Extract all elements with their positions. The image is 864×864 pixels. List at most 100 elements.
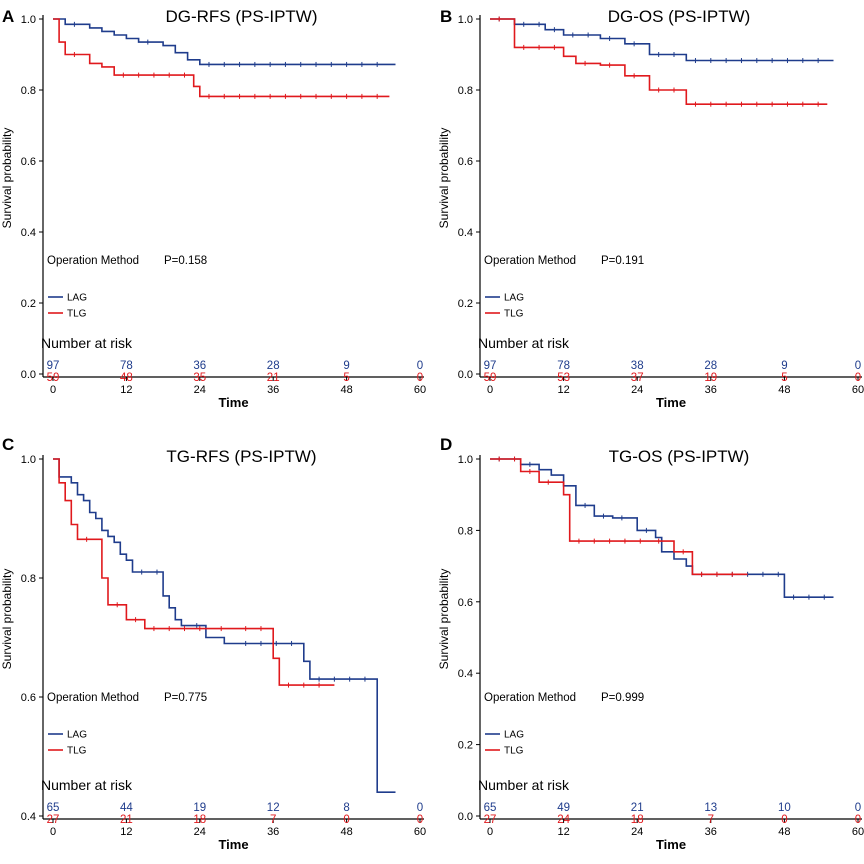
km-panel-d: DTG-OS (PS-IPTW)0.00.20.40.60.81.00 12 24 3… <box>437 435 864 852</box>
chart-title: DG-RFS (PS-IPTW) <box>165 7 317 26</box>
risk-count-lag: 49 <box>557 802 570 814</box>
risk-count-tlg: 0 <box>855 372 861 384</box>
legend-label: LAG <box>67 730 87 741</box>
y-tick-label: 0.4 <box>21 811 36 823</box>
x-axis-title: Time <box>218 837 248 852</box>
risk-table-title: Number at risk <box>41 777 133 793</box>
y-tick-label: 0.2 <box>21 298 36 310</box>
y-axis-title: Survival probability <box>437 128 451 229</box>
risk-count-lag: 8 <box>343 802 349 814</box>
risk-count-lag: 12 <box>267 802 280 814</box>
risk-table-title: Number at risk <box>478 335 570 351</box>
km-curve-lag <box>490 18 834 62</box>
risk-count-tlg: 27 <box>47 814 60 826</box>
risk-count-tlg: 59 <box>484 372 497 384</box>
x-tick-label: 0 <box>487 384 493 396</box>
risk-count-tlg: 27 <box>484 814 497 826</box>
y-tick-label: 0.8 <box>458 85 473 97</box>
x-tick-label: 60 <box>852 826 864 838</box>
km-panel-b: B DG-OS (PS-IPTW)0.00.20.40.60.81.00 12 24 3… <box>437 7 864 410</box>
y-tick-label: 0.0 <box>458 369 473 381</box>
risk-count-tlg: 5 <box>781 372 787 384</box>
risk-count-tlg: 0 <box>417 372 423 384</box>
risk-count-tlg: 0 <box>781 814 787 826</box>
x-axis-title: Time <box>656 837 686 852</box>
y-tick-label: 0.6 <box>458 156 473 168</box>
x-axis-title: Time <box>218 395 248 410</box>
risk-count-lag: 21 <box>631 802 644 814</box>
y-tick-label: 0.8 <box>21 85 36 97</box>
x-tick-label: 0 <box>50 826 56 838</box>
risk-count-tlg: 21 <box>267 372 280 384</box>
risk-count-tlg: 37 <box>631 372 644 384</box>
x-tick-label: 48 <box>340 826 352 838</box>
y-tick-label: 0.8 <box>21 573 36 585</box>
x-tick-label: 36 <box>705 826 717 838</box>
y-tick-label: 1.0 <box>458 14 473 26</box>
x-tick-label: 12 <box>120 384 132 396</box>
x-tick-label: 0 <box>50 384 56 396</box>
legend-title: Operation Method <box>484 692 576 704</box>
x-tick-label: 24 <box>631 826 643 838</box>
legend-title: Operation Method <box>47 692 139 704</box>
panel-letter: D <box>440 435 452 454</box>
risk-table-title: Number at risk <box>478 777 570 793</box>
risk-count-lag: 0 <box>855 802 861 814</box>
risk-count-tlg: 18 <box>631 814 644 826</box>
risk-count-lag: 97 <box>484 360 497 372</box>
risk-count-tlg: 0 <box>417 814 423 826</box>
y-tick-label: 0.6 <box>21 692 36 704</box>
km-curve-lag <box>53 458 396 793</box>
risk-count-lag: 78 <box>120 360 133 372</box>
risk-count-tlg: 0 <box>855 814 861 826</box>
km-panel-c: C TG-RFS (PS-IPTW) 0.4 0.6 0.8 1.0 0 12 24 36 48 60… <box>0 435 426 852</box>
risk-count-tlg: 53 <box>557 372 570 384</box>
risk-count-lag: 28 <box>267 360 280 372</box>
x-tick-label: 36 <box>705 384 717 396</box>
panel-letter: B <box>440 7 452 26</box>
x-tick-label: 60 <box>414 384 426 396</box>
p-value: P=0.191 <box>601 255 644 267</box>
x-tick-label: 12 <box>120 826 132 838</box>
x-tick-label: 12 <box>557 384 569 396</box>
risk-count-lag: 13 <box>704 802 717 814</box>
x-tick-label: 24 <box>631 384 643 396</box>
x-axis-title: Time <box>656 395 686 410</box>
risk-count-tlg: 18 <box>193 814 206 826</box>
y-tick-label: 0.2 <box>458 298 473 310</box>
risk-table-title: Number at risk <box>41 335 133 351</box>
km-curve-tlg <box>53 18 390 98</box>
y-tick-label: 0.4 <box>458 668 473 680</box>
risk-count-lag: 0 <box>855 360 861 372</box>
y-tick-label: 0.2 <box>458 740 473 752</box>
x-tick-label: 60 <box>414 826 426 838</box>
risk-count-lag: 65 <box>484 802 497 814</box>
risk-count-lag: 0 <box>417 360 423 372</box>
risk-count-tlg: 5 <box>343 372 349 384</box>
risk-count-lag: 10 <box>778 802 791 814</box>
panel-letter: A <box>2 7 14 26</box>
risk-count-lag: 65 <box>47 802 60 814</box>
legend-label: LAG <box>504 293 524 304</box>
y-tick-label: 1.0 <box>458 454 473 466</box>
legend-label: TLG <box>504 309 524 320</box>
legend-label: TLG <box>67 309 87 320</box>
legend-label: TLG <box>67 746 87 757</box>
risk-count-lag: 9 <box>781 360 787 372</box>
risk-count-tlg: 48 <box>120 372 133 384</box>
y-tick-label: 0.4 <box>458 227 473 239</box>
x-tick-label: 24 <box>194 384 206 396</box>
risk-count-lag: 44 <box>120 802 133 814</box>
km-curve-tlg <box>53 458 335 686</box>
chart-title: TG-OS (PS-IPTW) <box>609 447 750 466</box>
y-tick-label: 0.6 <box>458 597 473 609</box>
risk-count-lag: 97 <box>47 360 60 372</box>
y-axis-title: Survival probability <box>0 128 14 229</box>
risk-count-lag: 28 <box>704 360 717 372</box>
risk-count-tlg: 24 <box>557 814 570 826</box>
risk-count-tlg: 59 <box>47 372 60 384</box>
legend-title: Operation Method <box>484 255 576 267</box>
risk-count-tlg: 19 <box>704 372 717 384</box>
legend-title: Operation Method <box>47 255 139 267</box>
risk-count-lag: 0 <box>417 802 423 814</box>
